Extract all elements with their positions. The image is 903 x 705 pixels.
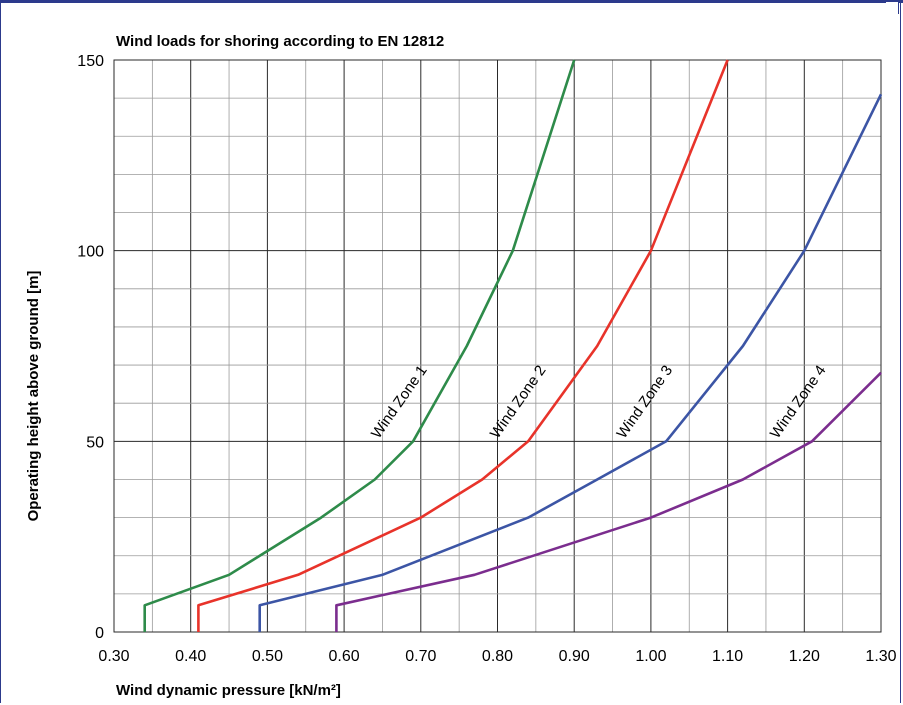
grid: [113, 59, 882, 633]
series-line-zone-1: [143, 59, 576, 632]
x-tick-label: 0.50: [252, 648, 283, 665]
x-tick-label: 1.30: [865, 648, 896, 665]
x-tick-label: 1.10: [712, 648, 743, 665]
x-tick-label: 0.40: [175, 648, 206, 665]
x-tick-label: 0.60: [329, 648, 360, 665]
tick-labels: 0.30 0.40 0.50 0.60 0.70 0.80 0.90 1.00 1.10 1.20…: [77, 53, 896, 665]
y-axis-title: Operating height above ground [m]: [25, 271, 42, 522]
x-tick-label: 0.30: [98, 648, 129, 665]
y-tick-label: 100: [77, 244, 104, 261]
x-tick-label: 1.20: [789, 648, 820, 665]
x-axis-title: Wind dynamic pressure [kN/m²]: [116, 682, 341, 699]
series-line-zone-3: [258, 93, 883, 632]
plot-border: [113, 59, 882, 633]
x-tick-label: 0.80: [482, 648, 513, 665]
y-tick-label: 150: [77, 53, 104, 70]
y-tick-label: 50: [86, 434, 104, 451]
x-tick-label: 0.90: [559, 648, 590, 665]
corner-notch: [886, 2, 899, 14]
x-tick-label: 1.00: [635, 648, 666, 665]
x-tick-label: 0.70: [405, 648, 436, 665]
chart-title: Wind loads for shoring according to EN 1…: [116, 33, 444, 50]
top-border: [0, 0, 903, 3]
series-layer: [143, 59, 883, 632]
y-tick-label: 0: [95, 625, 104, 642]
series-line-zone-4: [335, 371, 882, 632]
series-line-zone-2: [197, 59, 729, 632]
